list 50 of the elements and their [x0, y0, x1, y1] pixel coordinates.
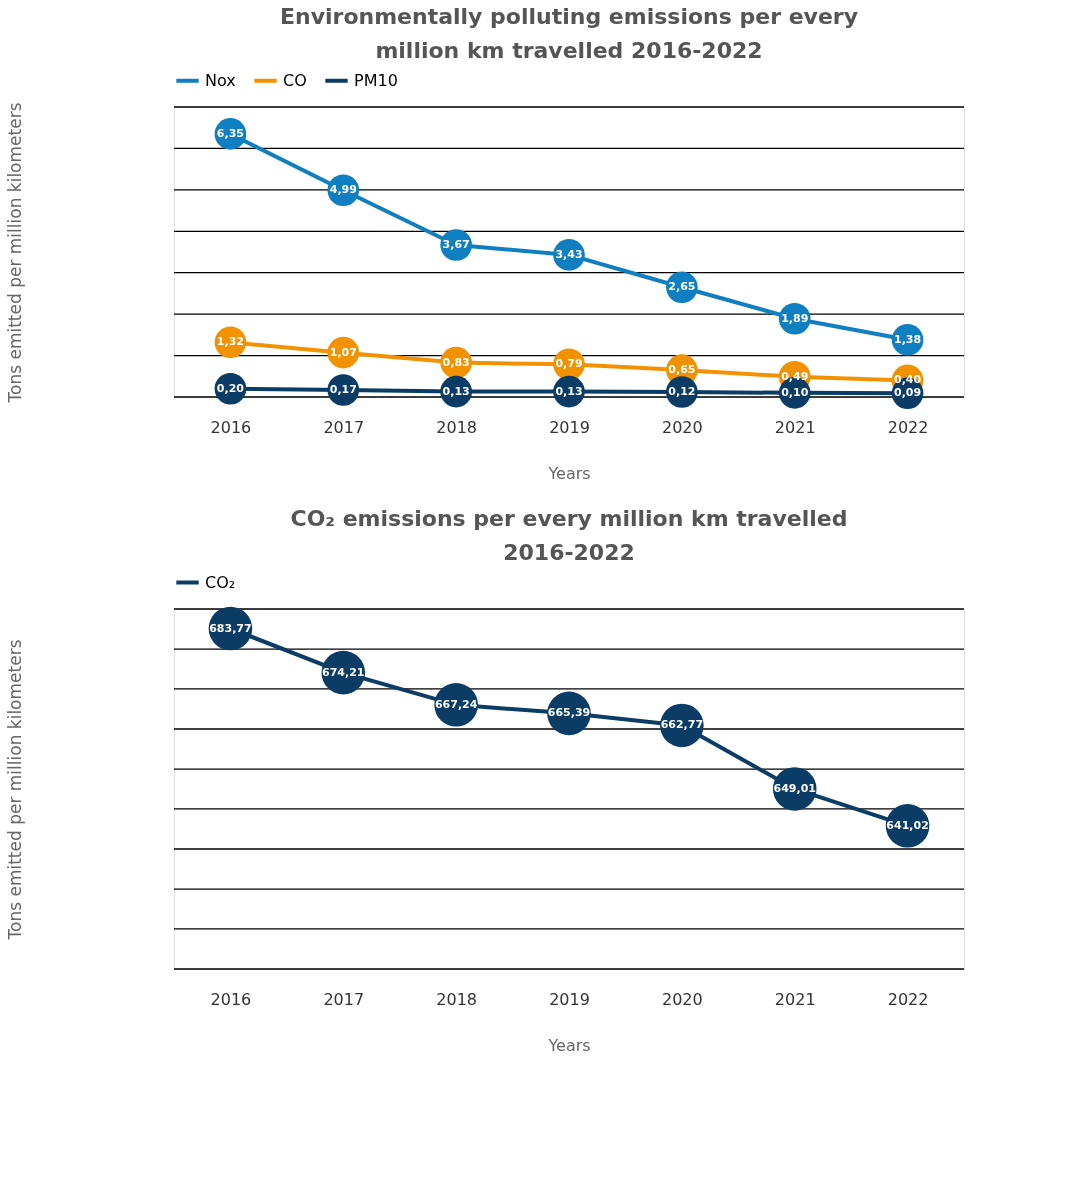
- data-label: 1,32: [216, 335, 244, 349]
- data-label: 1,07: [329, 345, 357, 359]
- data-label: 665,39: [547, 706, 591, 720]
- data-label: 0,13: [555, 384, 583, 398]
- data-label: 1,89: [781, 311, 809, 325]
- data-label: 0,13: [442, 384, 470, 398]
- data-label: 0,17: [329, 382, 357, 396]
- x-tick-label: 2019: [549, 417, 590, 437]
- data-label: 2,65: [668, 280, 696, 294]
- data-label: 6,35: [216, 126, 244, 140]
- x-tick-label: 2017: [323, 989, 365, 1009]
- data-label: 3,43: [555, 247, 583, 261]
- x-tick-label: 2019: [549, 989, 590, 1009]
- data-label: 1,38: [894, 332, 922, 346]
- data-label: 674,21: [322, 665, 365, 679]
- data-label: 4,99: [329, 183, 357, 197]
- data-label: 641,02: [886, 818, 929, 832]
- x-tick-label: 2016: [210, 989, 252, 1009]
- legend-label: CO: [283, 70, 307, 90]
- data-label: 3,67: [442, 237, 470, 251]
- x-tick-label: 2016: [210, 417, 252, 437]
- data-label: 0,83: [442, 355, 470, 369]
- data-label: 649,01: [773, 781, 816, 795]
- x-tick-label: 2021: [774, 417, 816, 437]
- legend-label: PM10: [354, 70, 398, 90]
- x-tick-label: 2022: [887, 989, 929, 1009]
- data-label: 0,20: [216, 381, 245, 395]
- x-tick-label: 2020: [662, 417, 703, 437]
- data-label: 662,77: [660, 718, 704, 732]
- x-tick-label: 2018: [436, 417, 477, 437]
- data-label: 0,12: [668, 385, 696, 399]
- chart-title: Environmentally polluting emissions per every million km travelled 2016-2022: [279, 4, 859, 63]
- data-label: 0,79: [555, 357, 583, 371]
- data-label: 667,24: [434, 697, 478, 711]
- y-axis-title: Tons emitted per million kilometers: [4, 102, 25, 404]
- x-tick-label: 2022: [887, 417, 929, 437]
- data-label: 0,65: [668, 363, 696, 377]
- x-tick-label: 2020: [662, 989, 703, 1009]
- chart-title: CO₂ emissions per every million km travelled 2016-2022: [290, 506, 848, 565]
- legend-label: Nox: [205, 70, 236, 90]
- legend-label: CO₂: [205, 572, 236, 592]
- x-tick-label: 2021: [774, 989, 816, 1009]
- y-axis-title: Tons emitted per million kilometers: [4, 639, 25, 941]
- x-tick-label: 2018: [436, 989, 477, 1009]
- x-axis-title: Years: [547, 1035, 591, 1055]
- data-label: 0,09: [894, 386, 922, 400]
- data-label: 0,10: [781, 385, 809, 399]
- x-tick-label: 2017: [323, 417, 365, 437]
- data-label: 683,77: [209, 621, 252, 635]
- x-axis-title: Years: [547, 463, 591, 483]
